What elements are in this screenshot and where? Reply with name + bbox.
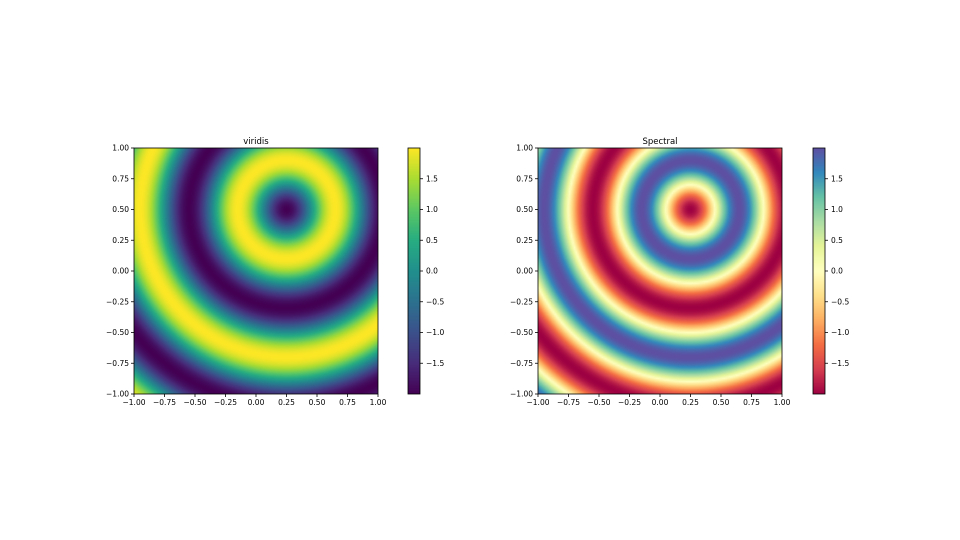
- colorbar-tick-label: −1.5: [831, 359, 849, 368]
- colorbar-tick-label: 1.0: [831, 205, 843, 214]
- x-tick-label: 0.25: [682, 398, 699, 407]
- x-tick-label: 0.25: [278, 398, 295, 407]
- y-tick-label: −0.50: [106, 328, 129, 337]
- y-tick-label: 0.25: [112, 236, 129, 245]
- x-tick-label: −0.25: [214, 398, 237, 407]
- y-tick-label: −0.25: [106, 297, 129, 306]
- colorbar-tick-label: 1.5: [426, 174, 438, 183]
- x-tick-label: 0.75: [339, 398, 356, 407]
- colorbar-tick-label: 0.5: [426, 236, 438, 245]
- y-tick-label: 0.50: [112, 205, 129, 214]
- y-tick-label: −0.25: [510, 297, 533, 306]
- colorbar-tick-label: 0.0: [426, 267, 438, 276]
- x-tick-label: 0.00: [652, 398, 669, 407]
- y-tick-label: −0.50: [510, 328, 533, 337]
- y-tick-label: 0.00: [112, 267, 129, 276]
- x-tick-label: −0.25: [618, 398, 641, 407]
- colorbar-image: [813, 148, 825, 394]
- y-axis: −1.00 −0.75 −0.50 −0.25 0.00 0.25 0.50 0.75 1.00: [106, 144, 134, 399]
- x-tick-label: −0.50: [588, 398, 611, 407]
- heatmap-image: [134, 148, 378, 394]
- colorbar-tick-label: −1.0: [426, 328, 444, 337]
- colorbar-axis: −1.5 −1.0 −0.5 0.0 0.5 1.0 1.5: [825, 174, 849, 368]
- x-tick-label: 0.50: [309, 398, 326, 407]
- colorbar-tick-label: 0.5: [831, 236, 843, 245]
- x-tick-label: 0.50: [713, 398, 730, 407]
- y-axis: −1.00 −0.75 −0.50 −0.25 0.00 0.25 0.50 0.75 1.00: [510, 144, 538, 399]
- y-tick-label: 0.75: [112, 174, 129, 183]
- x-tick-label: 1.00: [774, 398, 791, 407]
- y-tick-label: −1.00: [106, 390, 129, 399]
- colorbar-tick-label: −1.0: [831, 328, 849, 337]
- x-axis: −1.00 −0.75 −0.50 −0.25 0.00 0.25 0.50 0.75 1.00: [527, 394, 791, 407]
- x-tick-label: −0.75: [153, 398, 176, 407]
- colorbar-tick-label: 1.0: [426, 205, 438, 214]
- y-tick-label: 0.50: [516, 205, 533, 214]
- y-tick-label: 1.00: [516, 144, 533, 153]
- x-tick-label: −0.50: [184, 398, 207, 407]
- x-tick-label: −1.00: [123, 398, 146, 407]
- y-tick-label: 0.75: [516, 174, 533, 183]
- panel-spectral: Spectral −1.00 −0.75 −0.50 −0.25 0.00 0.25 0.5…: [510, 137, 849, 407]
- y-tick-label: 0.00: [516, 267, 533, 276]
- x-tick-label: −1.00: [527, 398, 550, 407]
- x-tick-label: 0.75: [743, 398, 760, 407]
- x-axis: −1.00 −0.75 −0.50 −0.25 0.00 0.25 0.50 0.75 1.00: [123, 394, 387, 407]
- colorbar-tick-label: −0.5: [426, 297, 444, 306]
- colorbar-image: [408, 148, 420, 394]
- plot-title: Spectral: [642, 137, 677, 147]
- x-tick-label: −0.75: [557, 398, 580, 407]
- x-tick-label: 0.00: [248, 398, 265, 407]
- y-tick-label: 0.25: [516, 236, 533, 245]
- panel-viridis: viridis −1.00 −0.75 −0.50 −0.25 0.00 0.25 0.50…: [106, 137, 444, 407]
- plot-title: viridis: [243, 137, 269, 147]
- heatmap-image: [538, 148, 782, 394]
- colorbar-axis: −1.5 −1.0 −0.5 0.0 0.5 1.0 1.5: [420, 174, 444, 368]
- y-tick-label: −0.75: [510, 359, 533, 368]
- colorbar-tick-label: 0.0: [831, 267, 843, 276]
- y-tick-label: −0.75: [106, 359, 129, 368]
- y-tick-label: −1.00: [510, 390, 533, 399]
- colorbar-tick-label: 1.5: [831, 174, 843, 183]
- colorbar-tick-label: −1.5: [426, 359, 444, 368]
- x-tick-label: 1.00: [370, 398, 387, 407]
- y-tick-label: 1.00: [112, 144, 129, 153]
- colorbar-tick-label: −0.5: [831, 297, 849, 306]
